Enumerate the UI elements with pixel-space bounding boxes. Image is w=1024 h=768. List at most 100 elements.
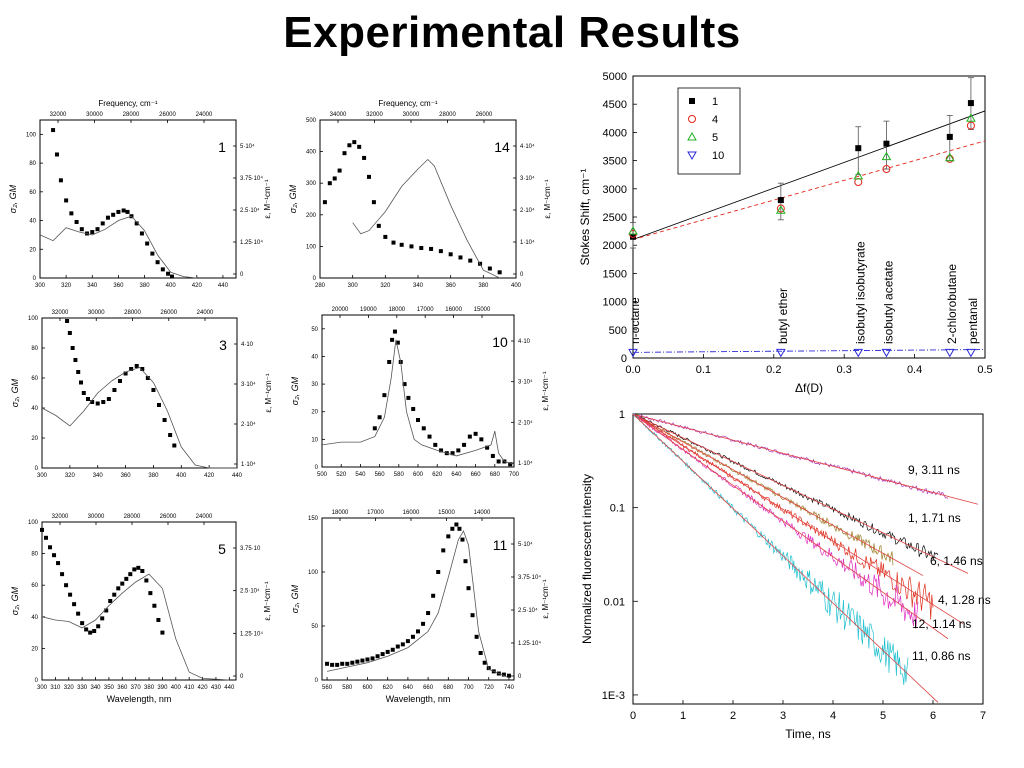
data-point <box>48 545 53 550</box>
right-tick-label: 4·10 <box>241 342 254 348</box>
x-tick-label: 340 <box>87 283 98 289</box>
data-point <box>101 400 106 404</box>
data-point <box>395 340 400 345</box>
y-tick-label: 1500 <box>603 268 627 280</box>
data-point <box>76 370 81 374</box>
y-tick-label: 50 <box>311 624 318 630</box>
right-tick-label: 2·10⁴ <box>241 421 256 428</box>
y-axis-title: σ₂, GM <box>8 184 18 213</box>
data-point <box>52 553 57 558</box>
y-tick-label: 0 <box>313 276 317 282</box>
data-point <box>172 443 177 448</box>
data-point <box>340 661 345 666</box>
data-point <box>104 608 109 613</box>
chart-stokes-shift: 0.0 0.1 0.2 0.3 0.4 0.5 0 500 1000 1500 2000 2500 30… <box>578 71 993 395</box>
data-point <box>371 200 376 205</box>
plot-frame <box>39 119 237 279</box>
absorption-line <box>41 367 237 469</box>
top-axis-title: Frequency, cm⁻¹ <box>378 99 438 108</box>
data-point <box>129 367 134 371</box>
data-point <box>468 258 473 263</box>
data-point <box>454 522 459 527</box>
data-point <box>853 170 864 180</box>
data-point <box>370 656 375 661</box>
data-point <box>446 534 451 539</box>
right-tick-label: 3.75·10 <box>240 546 261 552</box>
data-point <box>76 611 81 616</box>
x-tick-label: 400 <box>171 685 182 691</box>
x-tick-label: 420 <box>198 685 209 691</box>
data-point <box>125 209 130 214</box>
data-point <box>140 568 145 573</box>
data-point <box>100 616 105 621</box>
data-point <box>157 403 161 407</box>
top-tick-label: 20000 <box>332 307 349 313</box>
x-tick-label: 580 <box>342 685 353 691</box>
x-axis-title: Wavelength, nm <box>386 694 451 704</box>
top-tick-label: 18000 <box>388 307 405 313</box>
data-point <box>54 152 59 157</box>
absorption-line <box>39 215 197 279</box>
data-point <box>155 260 160 265</box>
data-point <box>367 174 371 179</box>
solvent-label: n-octane <box>628 297 642 344</box>
top-tick-label: 18000 <box>332 510 349 516</box>
data-point <box>121 208 126 213</box>
x-tick-label: 360 <box>113 283 124 289</box>
x-tick-label: 320 <box>61 283 72 289</box>
data-point <box>382 393 387 398</box>
y-tick-label: 20 <box>29 247 36 253</box>
y-tick-label: 100 <box>308 570 319 576</box>
x-tick-label: 620 <box>383 685 394 691</box>
right-tick-label: 5·10⁴ <box>518 541 533 548</box>
y-tick-label: 1 <box>619 409 625 421</box>
data-point <box>406 395 411 400</box>
data-point <box>506 673 511 678</box>
x-tick-label: 320 <box>380 283 391 289</box>
y-tick-label: 2000 <box>603 240 627 252</box>
x-tick-label: 580 <box>394 472 405 478</box>
x-tick-label: 360 <box>446 283 457 289</box>
y-tick-label: 40 <box>31 406 38 412</box>
data-point <box>426 611 431 616</box>
x-tick-label: 1 <box>680 710 686 722</box>
y-tick-label: 1000 <box>603 297 627 309</box>
data-point <box>400 642 405 647</box>
x-tick-label: 680 <box>490 472 501 478</box>
data-point <box>881 151 892 161</box>
data-point <box>478 651 483 655</box>
x-tick-label: 0.4 <box>907 364 922 376</box>
data-point <box>56 561 61 566</box>
top-axis-title: Frequency, cm⁻¹ <box>98 99 158 108</box>
data-point <box>90 400 95 404</box>
top-tick-label: 24000 <box>196 112 213 118</box>
x-tick-label: 420 <box>204 473 215 479</box>
right-tick-label: 0 <box>240 272 244 278</box>
data-point <box>360 658 365 663</box>
y-tick-label: 20 <box>31 436 38 442</box>
data-point <box>100 221 105 226</box>
data-point <box>376 223 381 228</box>
data-point <box>775 205 786 214</box>
data-point <box>395 644 400 649</box>
x-axis-title: Δf(D) <box>795 381 823 395</box>
legend-label: 5 <box>712 132 718 144</box>
data-point <box>65 319 70 323</box>
legend-label: 10 <box>712 150 724 162</box>
data-point <box>160 267 165 272</box>
data-point <box>64 198 69 203</box>
y-tick-label: 0.1 <box>610 503 625 515</box>
y-axis-title: Normalized fluorescent intensity <box>580 474 594 644</box>
right-tick-label: 1·10⁴ <box>518 460 533 467</box>
x-tick-label: 560 <box>375 472 386 478</box>
legend-label: 1 <box>712 96 718 108</box>
data-point <box>84 627 89 632</box>
decay-fit-line <box>632 413 924 576</box>
x-tick-label: 380 <box>140 283 151 289</box>
top-tick-label: 32000 <box>52 514 69 520</box>
x-tick-label: 300 <box>35 283 46 289</box>
data-point <box>853 348 864 358</box>
plot-frame <box>41 521 237 681</box>
data-point <box>776 204 785 213</box>
x-tick-label: 280 <box>315 283 326 289</box>
